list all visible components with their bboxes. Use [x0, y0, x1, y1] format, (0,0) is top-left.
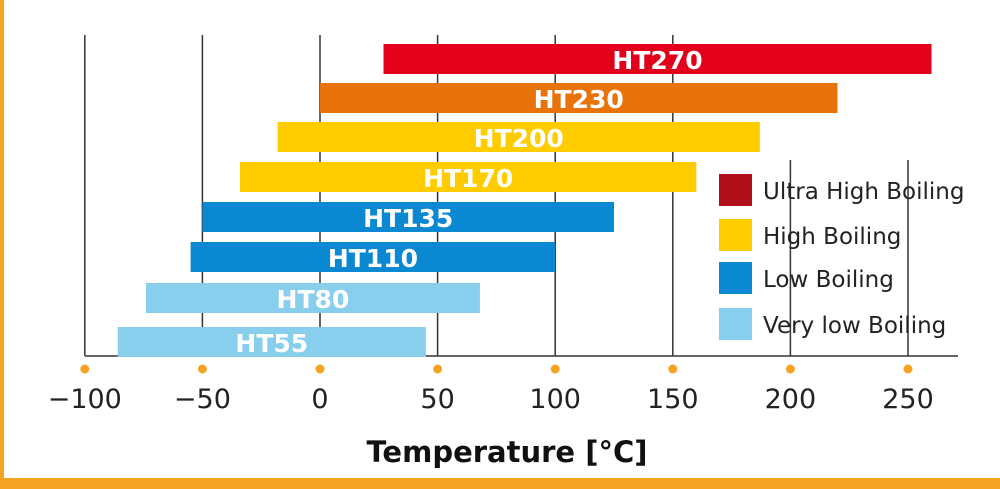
bar-label: HT270: [612, 46, 702, 75]
bar-label: HT230: [534, 85, 624, 114]
tick-dot: [903, 364, 913, 374]
bar-ht270: [383, 44, 932, 74]
tick-dot: [550, 364, 560, 374]
tick-dot: [80, 364, 90, 374]
legend-label: Ultra High Boiling: [763, 179, 964, 205]
tick-dot: [668, 364, 678, 374]
legend-swatch: [719, 219, 752, 251]
bar-ht80: [145, 283, 480, 313]
x-tick-label: 200: [765, 384, 817, 415]
bar-label: HT135: [363, 204, 453, 233]
x-tick-label: 0: [311, 384, 328, 415]
tick-dot: [433, 364, 443, 374]
bar-ht170: [240, 162, 697, 192]
legend-label: Very low Boiling: [763, 313, 946, 339]
legend-swatch: [719, 308, 752, 340]
bar-ht110: [190, 242, 556, 272]
bar-label: HT80: [277, 285, 350, 314]
legend-label: High Boiling: [763, 224, 901, 250]
bar-ht230: [320, 83, 838, 113]
tick-dot: [315, 364, 325, 374]
left-border: [0, 0, 4, 489]
bar-label: HT170: [423, 164, 513, 193]
tick-dot: [785, 364, 795, 374]
bar-ht200: [277, 122, 760, 152]
x-axis-label: Temperature [°C]: [367, 435, 648, 469]
legend-swatch: [719, 174, 752, 206]
tick-dot: [197, 364, 207, 374]
bar-ht135: [202, 202, 614, 232]
x-tick-label: 100: [529, 384, 581, 415]
bar-label: HT200: [474, 124, 564, 153]
bar-label: HT110: [328, 244, 418, 273]
x-tick-label: 50: [420, 384, 454, 415]
x-tick-label: 250: [882, 384, 934, 415]
legend-label: Low Boiling: [763, 267, 894, 293]
bottom-band: [0, 478, 1000, 489]
legend-swatch: [719, 262, 752, 294]
x-tick-label: −100: [48, 384, 122, 415]
x-tick-label: 150: [647, 384, 699, 415]
bar-ht55: [117, 327, 426, 357]
x-tick-label: −50: [174, 384, 231, 415]
bar-label: HT55: [235, 329, 308, 358]
